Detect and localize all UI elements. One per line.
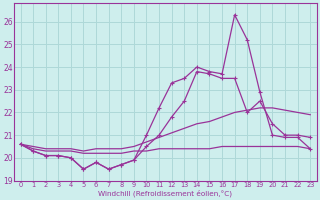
X-axis label: Windchill (Refroidissement éolien,°C): Windchill (Refroidissement éolien,°C) — [98, 189, 232, 197]
